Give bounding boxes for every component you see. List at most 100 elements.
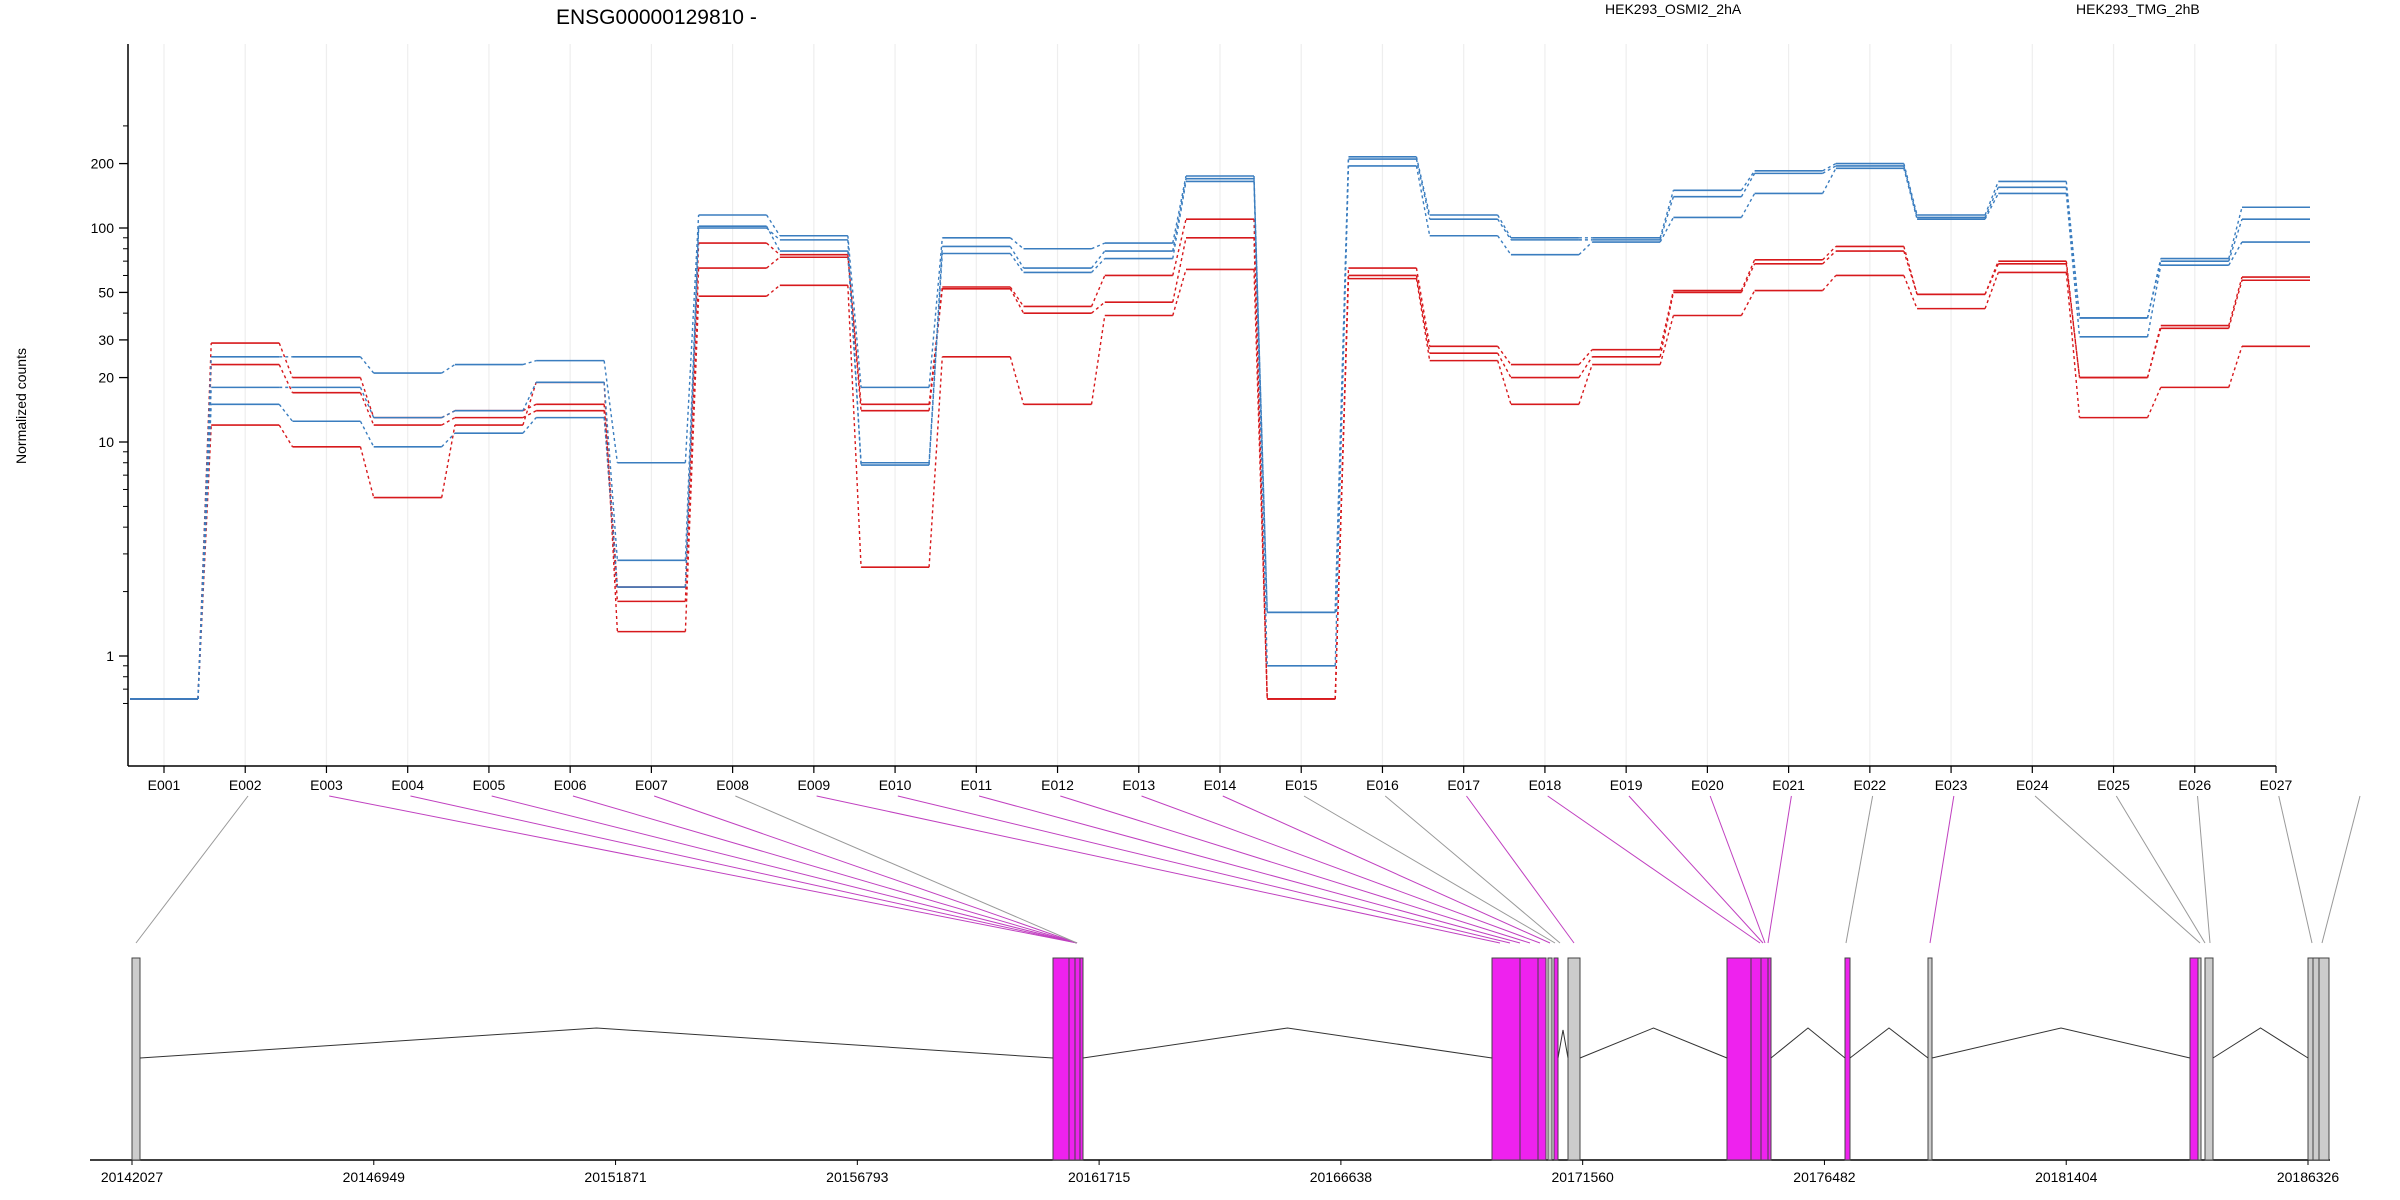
series-3-link-e020 <box>1740 290 1756 316</box>
connector-e006 <box>653 795 1078 944</box>
series-6-link-e025 <box>2146 265 2162 337</box>
x-tick-label-e024: E024 <box>2016 777 2049 793</box>
connector-e024 <box>2115 795 2206 944</box>
legend-entry-osmi2: HEK293_OSMI2_2hA <box>1605 1 1742 17</box>
x-tick-label-e003: E003 <box>310 777 343 793</box>
connector-e009 <box>897 795 1511 944</box>
series-5-link-e012 <box>1090 250 1106 269</box>
connector-e001 <box>135 795 249 944</box>
series-3-link-e007 <box>684 296 700 632</box>
legend-entry-tmg: HEK293_TMG_2hB <box>2076 1 2200 17</box>
intron-7 <box>1931 1027 2191 1059</box>
genomic-tick-label: 20142027 <box>101 1169 164 1185</box>
intron-3 <box>1557 1029 1569 1059</box>
x-tick-label-e016: E016 <box>1366 777 1399 793</box>
y-tick-label-50: 50 <box>98 284 114 300</box>
series-5-link-e025 <box>2146 260 2162 319</box>
y-axis-label: Normalized counts <box>13 348 29 464</box>
series-6-link-e015 <box>1334 165 1350 666</box>
exon-box-8 <box>1537 957 1547 1161</box>
series-2-link-e008 <box>766 256 781 269</box>
series-4-link-e003 <box>359 356 375 374</box>
series-6-link-e012 <box>1091 258 1106 273</box>
connector-e018 <box>1628 795 1764 944</box>
series-6-link-e017 <box>1497 235 1512 256</box>
genomic-tick-label: 20161715 <box>1068 1169 1131 1185</box>
series-4-link-e013 <box>1172 175 1187 244</box>
series-3-link-e009 <box>847 285 862 568</box>
exon-box-10 <box>1553 957 1559 1161</box>
series-1-link-e020 <box>1740 259 1756 291</box>
series-5-link-e026 <box>2228 218 2243 262</box>
series-4-link-e016 <box>1415 156 1431 216</box>
series-3-link-e019 <box>1659 315 1675 365</box>
series-3-link-e005 <box>522 382 537 426</box>
x-tick-label-e001: E001 <box>148 777 181 793</box>
series-4-link-e005 <box>522 359 537 366</box>
x-tick-label-e007: E007 <box>635 777 668 793</box>
exon-box-19 <box>2197 957 2202 1161</box>
exon-connector-lines <box>135 795 2361 944</box>
connector-e027 <box>2321 795 2361 944</box>
series-6-link-e009 <box>847 239 862 466</box>
series-2-link-e020 <box>1740 263 1756 293</box>
x-tick-label-e019: E019 <box>1610 777 1643 793</box>
x-tick-label-e010: E010 <box>879 777 912 793</box>
vertical-gridlines <box>163 44 2277 766</box>
series-2-link-e017 <box>1497 352 1512 378</box>
series-2-link-e018 <box>1578 356 1593 378</box>
connector-e002 <box>329 795 1078 944</box>
genomic-tick-label: 20186326 <box>2277 1169 2340 1185</box>
series-1-link-e007 <box>684 243 700 588</box>
series-4-link-e010 <box>928 237 944 388</box>
series-6-link-e013 <box>1172 181 1187 259</box>
series-1-link-e012 <box>1090 275 1106 307</box>
series-1-link-e013 <box>1172 218 1187 276</box>
series-2-link-e024 <box>2065 263 2081 378</box>
series-1-link-e019 <box>1659 290 1675 350</box>
intron-8 <box>2212 1027 2309 1059</box>
series-6-link-e023 <box>1984 193 1999 220</box>
connector-e017 <box>1547 795 1761 944</box>
series-3-link-e011 <box>1009 356 1025 405</box>
exon-box-22 <box>2312 957 2320 1161</box>
connector-e020 <box>1767 795 1792 944</box>
x-tick-label-e014: E014 <box>1204 777 1237 793</box>
series-3-link-e013 <box>1172 269 1187 316</box>
series-4-link-e011 <box>1009 237 1024 250</box>
x-tick-label-e004: E004 <box>391 777 424 793</box>
series-1-link-e002 <box>278 342 294 378</box>
series-4-link-e021 <box>1822 162 1837 172</box>
series-3-link-e003 <box>359 446 375 498</box>
series-4-link-e026 <box>2228 207 2243 259</box>
series-6-link-e002 <box>278 403 294 422</box>
series-4-link-e004 <box>441 364 456 374</box>
genomic-tick-label: 20166638 <box>1310 1169 1373 1185</box>
series-3-link-e010 <box>928 356 944 568</box>
exon-box-3 <box>1068 957 1076 1161</box>
intron-6 <box>1849 1027 1929 1059</box>
series-2-link-e003 <box>359 392 375 426</box>
series-5-link-e014 <box>1253 178 1268 613</box>
series-6-link-e010 <box>928 253 944 466</box>
series-2-link-e012 <box>1091 301 1106 314</box>
series-5-link-e013 <box>1172 178 1187 252</box>
series-5-link-e020 <box>1740 173 1756 198</box>
series-5-link-e016 <box>1415 158 1431 220</box>
genomic-tick-label: 20176482 <box>1793 1169 1856 1185</box>
series-6-link-e014 <box>1253 181 1268 666</box>
connector-e008 <box>816 795 1501 944</box>
series-1-link-e026 <box>2228 276 2243 326</box>
series-6-link-e022 <box>1903 168 1918 220</box>
series-4-link-e019 <box>1659 190 1675 238</box>
connector-e010 <box>978 795 1521 944</box>
series-5-link-e021 <box>1822 165 1837 174</box>
series-1-link-e018 <box>1578 349 1593 366</box>
genomic-tick-label: 20181404 <box>2035 1169 2098 1185</box>
series-2-link-e006 <box>603 410 619 602</box>
connector-e021 <box>1845 795 1874 944</box>
x-tick-label-e013: E013 <box>1122 777 1155 793</box>
series-lines <box>130 156 2310 700</box>
y-tick-label-10: 10 <box>98 434 114 450</box>
series-6-link-e008 <box>766 227 781 241</box>
